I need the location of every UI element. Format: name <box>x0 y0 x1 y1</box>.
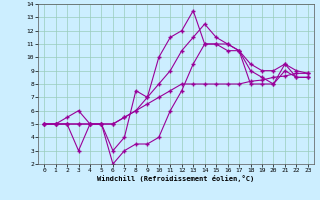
X-axis label: Windchill (Refroidissement éolien,°C): Windchill (Refroidissement éolien,°C) <box>97 175 255 182</box>
